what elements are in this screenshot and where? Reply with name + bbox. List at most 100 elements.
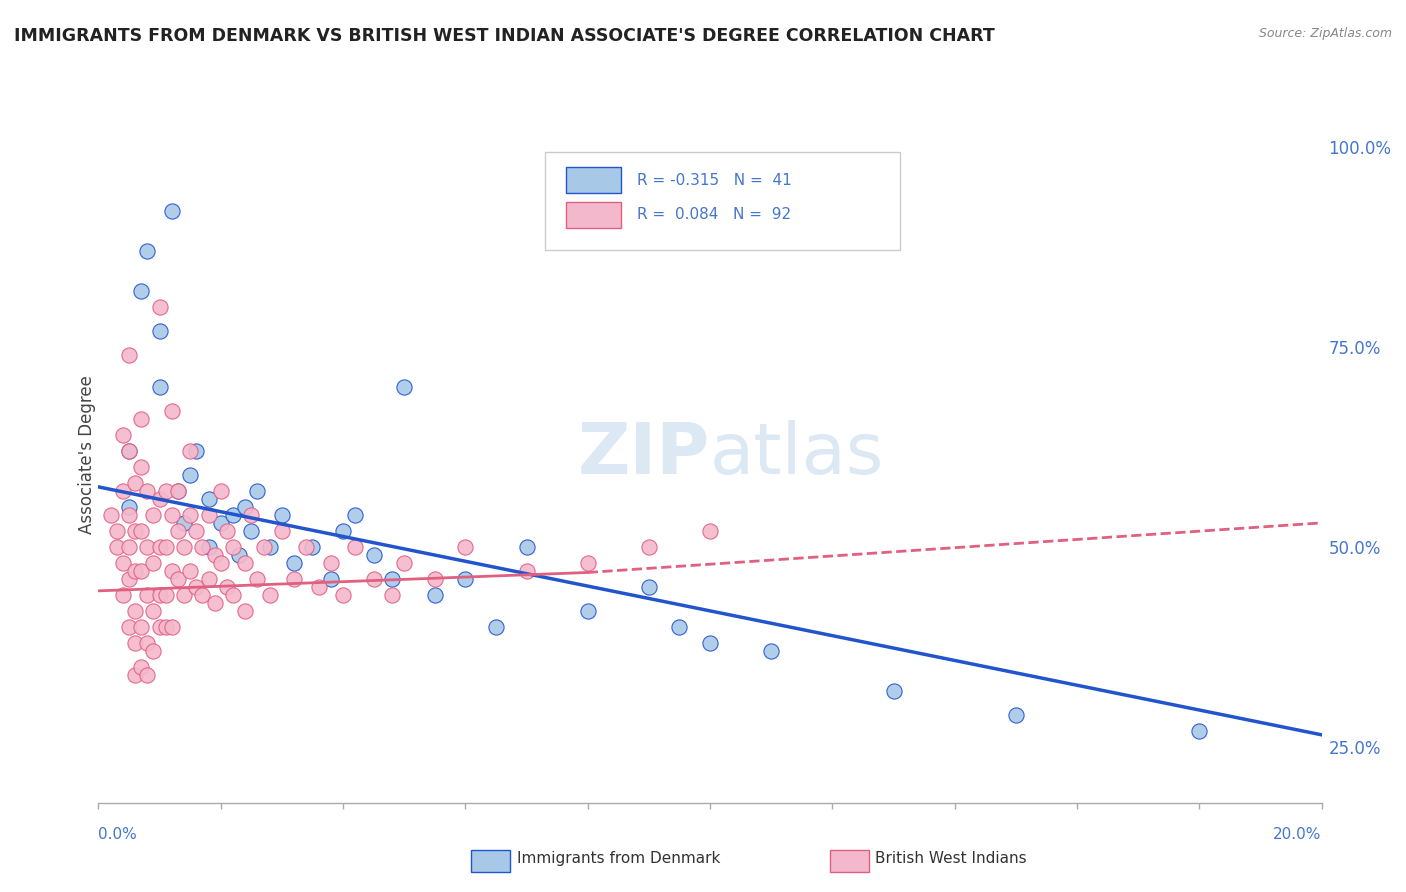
Point: [100, 508, 122, 522]
Point: [118, 620, 141, 634]
Point: [179, 508, 201, 522]
Point: [142, 604, 165, 618]
Text: ZIP: ZIP: [578, 420, 710, 490]
Point: [179, 564, 201, 578]
Point: [344, 508, 367, 522]
Point: [197, 540, 219, 554]
Point: [118, 572, 141, 586]
Point: [197, 508, 219, 522]
Point: [173, 588, 195, 602]
Point: [129, 412, 152, 426]
Point: [155, 588, 177, 602]
Point: [381, 588, 404, 602]
Point: [283, 572, 305, 586]
Point: [167, 572, 190, 586]
Point: [111, 556, 134, 570]
Point: [270, 524, 292, 538]
Point: [149, 324, 172, 338]
Point: [179, 444, 201, 458]
Point: [124, 524, 146, 538]
Point: [129, 660, 152, 674]
Point: [1004, 707, 1026, 722]
Point: [576, 556, 599, 570]
Point: [167, 483, 190, 498]
Point: [246, 572, 269, 586]
Point: [197, 572, 219, 586]
Point: [129, 564, 152, 578]
Point: [215, 524, 238, 538]
Point: [136, 540, 159, 554]
Point: [233, 556, 256, 570]
Point: [259, 588, 281, 602]
Point: [129, 524, 152, 538]
Point: [191, 588, 214, 602]
Point: [319, 572, 342, 586]
Point: [454, 540, 477, 554]
Point: [344, 540, 367, 554]
Point: [136, 588, 159, 602]
Point: [270, 508, 292, 522]
Point: [124, 668, 146, 682]
Text: IMMIGRANTS FROM DENMARK VS BRITISH WEST INDIAN ASSOCIATE'S DEGREE CORRELATION CH: IMMIGRANTS FROM DENMARK VS BRITISH WEST …: [14, 27, 995, 45]
Point: [233, 604, 256, 618]
Point: [319, 556, 342, 570]
Point: [179, 467, 201, 482]
Point: [118, 540, 141, 554]
Point: [204, 548, 226, 562]
Point: [222, 508, 245, 522]
Point: [191, 540, 214, 554]
Point: [160, 404, 183, 418]
Point: [204, 596, 226, 610]
Point: [142, 644, 165, 658]
Point: [129, 459, 152, 474]
Point: [167, 524, 190, 538]
Point: [118, 348, 141, 362]
Point: [332, 524, 354, 538]
Y-axis label: Associate's Degree: Associate's Degree: [79, 376, 96, 534]
Point: [124, 636, 146, 650]
Text: Immigrants from Denmark: Immigrants from Denmark: [517, 852, 721, 866]
Text: atlas: atlas: [710, 420, 884, 490]
Point: [149, 380, 172, 394]
Point: [259, 540, 281, 554]
Point: [233, 500, 256, 514]
Point: [222, 588, 245, 602]
Point: [124, 564, 146, 578]
Point: [668, 620, 690, 634]
Point: [392, 380, 416, 394]
Point: [222, 540, 245, 554]
Point: [637, 540, 661, 554]
Point: [160, 620, 183, 634]
Point: [142, 556, 165, 570]
Point: [485, 620, 508, 634]
Point: [160, 564, 183, 578]
Point: [142, 508, 165, 522]
Point: [149, 540, 172, 554]
Point: [136, 636, 159, 650]
Point: [228, 548, 250, 562]
Point: [240, 524, 263, 538]
Point: [392, 556, 416, 570]
Point: [308, 580, 330, 594]
Point: [118, 508, 141, 522]
Point: [454, 572, 477, 586]
Point: [186, 444, 208, 458]
Text: R =  0.084   N =  92: R = 0.084 N = 92: [637, 207, 790, 222]
Point: [124, 475, 146, 490]
Point: [699, 636, 721, 650]
Point: [111, 588, 134, 602]
Point: [129, 620, 152, 634]
Point: [124, 604, 146, 618]
Point: [136, 244, 159, 258]
Point: [173, 516, 195, 530]
Point: [759, 644, 782, 658]
Text: 0.0%: 0.0%: [98, 827, 138, 842]
Point: [160, 508, 183, 522]
Text: Source: ZipAtlas.com: Source: ZipAtlas.com: [1258, 27, 1392, 40]
Point: [111, 428, 134, 442]
Point: [699, 524, 721, 538]
Point: [186, 580, 208, 594]
Point: [423, 572, 446, 586]
Point: [155, 483, 177, 498]
Point: [149, 620, 172, 634]
